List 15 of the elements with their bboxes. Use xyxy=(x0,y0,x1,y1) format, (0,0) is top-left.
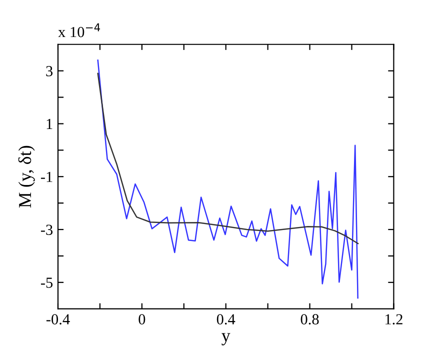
x-tick-label: 1.2 xyxy=(386,314,402,325)
y-tick-label: -1 xyxy=(40,172,52,182)
line-series xyxy=(97,60,358,299)
y-tick-label: 1 xyxy=(46,118,52,130)
x-axis-title: y xyxy=(222,333,230,346)
x-tick-label: -0.4 xyxy=(46,314,70,325)
line-series xyxy=(97,72,359,244)
y-axis-title: M (y, δt) xyxy=(18,146,35,208)
y-tick-label: -3 xyxy=(40,224,53,235)
x-tick-label: 0.8 xyxy=(300,314,319,325)
x-tick-label: 0.4 xyxy=(216,314,236,325)
y-tick-label: 3 xyxy=(46,66,53,76)
y-tick-label: -5 xyxy=(40,278,53,288)
x-tick-label: 0 xyxy=(138,314,146,324)
text: x 10$^{−4}$ xyxy=(58,23,100,38)
